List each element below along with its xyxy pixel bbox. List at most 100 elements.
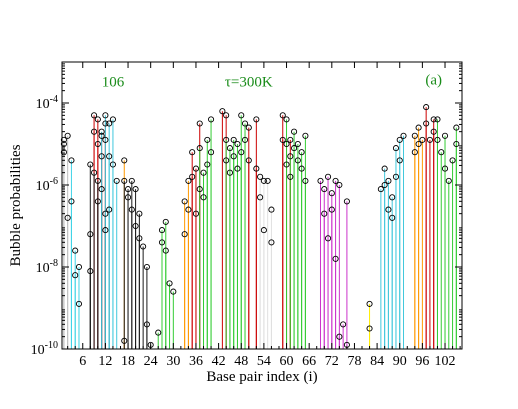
- data-point: [192, 210, 200, 217]
- data-point: [155, 329, 162, 336]
- data-point: [389, 194, 396, 201]
- data-point: [87, 268, 94, 275]
- data-point: [189, 173, 196, 180]
- data-point: [68, 157, 75, 164]
- data-point: [208, 149, 215, 156]
- x-tick-label: 18: [121, 354, 135, 369]
- data-point: [60, 149, 67, 156]
- data-point: [381, 181, 388, 189]
- data-point: [68, 198, 75, 205]
- x-tick-label: 72: [325, 354, 339, 369]
- data-point: [102, 136, 109, 143]
- data-point: [166, 280, 173, 287]
- data-point: [389, 214, 396, 221]
- y-tick-label: 10-8: [36, 258, 58, 276]
- data-point: [291, 128, 298, 135]
- data-point: [98, 153, 105, 160]
- data-point: [204, 161, 211, 168]
- y-tick-label: 10-4: [36, 94, 58, 112]
- data-point: [441, 132, 449, 139]
- data-point: [91, 112, 98, 119]
- data-point: [298, 165, 305, 172]
- data-point: [332, 255, 339, 262]
- data-point: [302, 177, 309, 184]
- data-point: [283, 140, 290, 148]
- data-point: [185, 177, 192, 184]
- data-point: [415, 124, 422, 131]
- data-point: [75, 263, 83, 271]
- data-point: [419, 136, 426, 143]
- data-point: [438, 149, 445, 156]
- data-point: [411, 132, 418, 139]
- data-point: [400, 132, 407, 139]
- data-point: [72, 247, 79, 254]
- data-point: [268, 239, 275, 246]
- y-tick-label: 10-6: [36, 176, 58, 194]
- annotations: 106 τ=300K (a): [102, 73, 442, 91]
- data-point: [238, 112, 245, 119]
- data-point: [94, 198, 101, 205]
- data-point: [91, 128, 98, 135]
- data-point: [87, 161, 94, 168]
- data-point: [94, 116, 101, 123]
- data-point: [321, 186, 328, 193]
- x-tick-label: 36: [189, 354, 203, 369]
- data-point: [449, 157, 456, 164]
- data-point: [453, 124, 460, 131]
- data-point: [226, 145, 233, 152]
- data-point: [317, 177, 324, 184]
- data-point: [245, 157, 252, 164]
- data-point: [241, 120, 249, 127]
- data-point: [158, 239, 166, 246]
- data-point: [426, 136, 433, 143]
- data-point: [324, 235, 332, 242]
- data-point: [192, 165, 200, 172]
- data-point: [109, 161, 116, 168]
- data-point: [136, 210, 143, 217]
- data-point: [136, 235, 143, 242]
- data-point: [230, 153, 237, 160]
- data-point: [340, 321, 347, 328]
- data-point: [121, 157, 128, 164]
- data-point: [245, 124, 252, 131]
- annotation-label: 106: [102, 75, 125, 91]
- data-point: [366, 300, 373, 307]
- data-point: [64, 132, 71, 139]
- data-point: [75, 300, 83, 307]
- data-point: [98, 186, 105, 193]
- data-point: [189, 149, 196, 156]
- data-point: [181, 198, 188, 205]
- data-point: [208, 116, 215, 123]
- data-point: [264, 177, 271, 184]
- data-point: [234, 140, 241, 148]
- data-point: [253, 165, 260, 172]
- data-point: [196, 186, 203, 193]
- data-point: [121, 337, 128, 344]
- data-point: [430, 128, 437, 135]
- data-point: [162, 218, 169, 225]
- x-tick-label: 42: [212, 354, 226, 369]
- data-point: [124, 194, 132, 201]
- data-point: [287, 153, 294, 160]
- data-point: [102, 227, 109, 234]
- data-point: [434, 136, 441, 143]
- data-point: [158, 227, 166, 234]
- x-tick-label: 78: [347, 354, 361, 369]
- data-point: [298, 149, 305, 156]
- data-point: [223, 157, 230, 164]
- data-point: [121, 177, 128, 184]
- x-tick-label: 102: [435, 354, 456, 369]
- data-point: [102, 120, 109, 127]
- data-point: [200, 194, 207, 201]
- data-point: [423, 120, 430, 127]
- x-tick-label: 96: [415, 354, 429, 369]
- data-point: [366, 325, 373, 332]
- data-point: [128, 206, 135, 213]
- data-point: [385, 177, 392, 184]
- data-point: [219, 108, 226, 115]
- data-point: [143, 263, 150, 271]
- data-point: [162, 247, 169, 254]
- y-tick-label: 10-10: [31, 340, 58, 358]
- data-point: [257, 173, 264, 180]
- data-point: [124, 186, 132, 193]
